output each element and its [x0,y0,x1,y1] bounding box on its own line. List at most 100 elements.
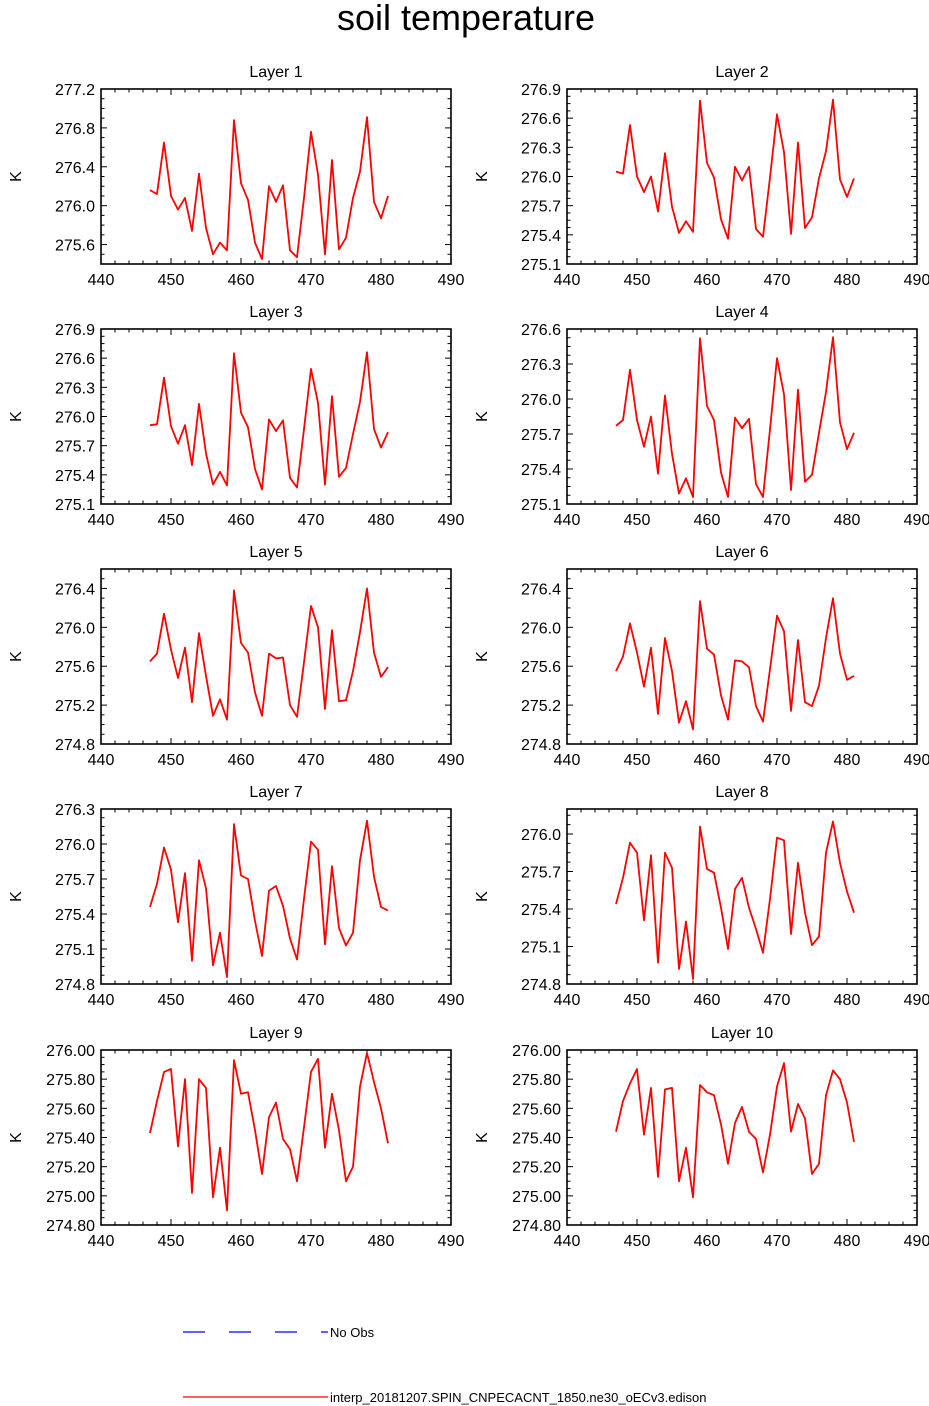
y-axis-label: K [474,1132,491,1143]
y-tick-label: 276.0 [55,620,95,637]
y-axis-label: K [8,411,25,422]
y-tick-label: 276.6 [521,322,561,339]
y-tick-label: 275.4 [521,228,561,245]
plot-frame [100,1049,452,1226]
panel-layer-2: Layer 2 K 440 450 460 470 480 490 275.1 275.4 275.… [474,64,929,289]
y-tick-label: 275.7 [521,427,561,444]
y-axis-label: K [474,171,491,182]
y-tick-label: 274.8 [55,737,95,754]
y-tick-label: 275.7 [521,199,561,216]
x-tick-label: 470 [764,272,791,289]
plot-frame [566,1049,918,1226]
y-tick-label: 275.2 [521,698,561,715]
x-tick-label: 490 [438,752,465,769]
x-tick-label: 450 [624,992,651,1009]
y-tick-label: 275.1 [521,497,561,514]
panel-layer-1: Layer 1 K 440 450 460 470 480 490 275.6 276.0 276.… [8,64,464,289]
plot-frame [566,88,918,265]
y-tick-label: 276.4 [521,581,561,598]
series-line-model [149,819,389,978]
y-tick-label: 276.9 [55,322,95,339]
x-tick-label: 450 [624,272,651,289]
y-tick-label: 276.00 [46,1043,95,1060]
x-tick-label: 490 [438,992,465,1009]
panel-layer-10: Layer 10 K 440 450 460 470 480 490 274.80 275.00 2… [474,1025,929,1250]
y-tick-label: 275.6 [521,659,561,676]
panel-title: Layer 8 [715,784,768,801]
series-line-model [615,597,855,731]
x-tick-label: 440 [88,272,115,289]
x-tick-label: 480 [368,1233,395,1250]
panel-title: Layer 10 [711,1025,773,1042]
x-tick-label: 440 [554,1233,581,1250]
x-tick-label: 470 [764,1233,791,1250]
x-tick-label: 460 [694,752,721,769]
x-tick-label: 480 [834,752,861,769]
panel-title: Layer 7 [249,784,302,801]
y-tick-label: 276.6 [521,111,561,128]
y-tick-label: 276.3 [55,802,95,819]
y-tick-label: 275.7 [55,872,95,889]
y-tick-label: 274.80 [512,1218,561,1235]
x-tick-label: 450 [158,512,185,529]
panel-title: Layer 5 [249,544,302,561]
panel-title: Layer 6 [715,544,768,561]
y-tick-label: 274.80 [46,1218,95,1235]
x-tick-label: 460 [228,992,255,1009]
x-tick-label: 480 [834,272,861,289]
y-tick-label: 276.0 [55,410,95,427]
plot-frame [100,328,452,505]
y-tick-label: 276.0 [55,837,95,854]
x-tick-label: 490 [438,272,465,289]
y-tick-label: 275.1 [55,497,95,514]
y-axis-label: K [474,651,491,662]
panel-layer-4: Layer 4 K 440 450 460 470 480 490 275.1 275.4 275.… [474,304,929,529]
x-tick-label: 440 [88,512,115,529]
panel-layer-3: Layer 3 K 440 450 460 470 480 490 275.1 275.4 275.… [8,304,464,529]
series-line-model [149,351,389,491]
plot-frame [100,808,452,985]
series-line-model [149,116,389,261]
y-tick-label: 275.60 [46,1101,95,1118]
y-tick-label: 276.4 [55,581,95,598]
y-tick-label: 276.9 [521,82,561,99]
x-tick-label: 470 [764,512,791,529]
plot-frame [566,808,918,985]
plot-frame [566,328,918,505]
panel-title: Layer 2 [715,64,768,81]
x-tick-label: 440 [554,752,581,769]
x-tick-label: 440 [88,1233,115,1250]
x-tick-label: 480 [368,752,395,769]
y-tick-label: 275.80 [512,1072,561,1089]
y-tick-label: 275.1 [521,940,561,957]
y-tick-label: 275.60 [512,1101,561,1118]
x-tick-label: 490 [904,752,929,769]
x-tick-label: 480 [368,512,395,529]
x-tick-label: 490 [904,272,929,289]
y-tick-label: 276.0 [521,392,561,409]
x-tick-label: 470 [298,272,325,289]
x-tick-label: 450 [158,992,185,1009]
x-tick-label: 470 [764,752,791,769]
y-tick-label: 275.2 [55,698,95,715]
panels: Layer 1 K 440 450 460 470 480 490 275.6 276.0 276.… [8,64,929,1250]
panel-layer-8: Layer 8 K 440 450 460 470 480 490 274.8 275.1 275.… [474,784,929,1009]
x-tick-label: 450 [624,512,651,529]
series-line-model [615,820,855,980]
y-tick-label: 276.0 [55,199,95,216]
x-tick-label: 480 [368,992,395,1009]
panel-title: Layer 1 [249,64,302,81]
x-tick-label: 440 [554,272,581,289]
x-tick-label: 450 [158,1233,185,1250]
y-tick-label: 275.1 [55,942,95,959]
y-tick-label: 277.2 [55,82,95,99]
y-tick-label: 276.4 [55,160,95,177]
y-tick-label: 275.4 [521,462,561,479]
series-line-model [615,98,855,240]
y-tick-label: 276.3 [55,380,95,397]
panel-title: Layer 4 [715,304,768,321]
legend-obs-label: No Obs [330,1325,375,1340]
x-tick-label: 480 [834,992,861,1009]
figure-title: soil temperature [337,0,595,38]
x-tick-label: 460 [694,272,721,289]
